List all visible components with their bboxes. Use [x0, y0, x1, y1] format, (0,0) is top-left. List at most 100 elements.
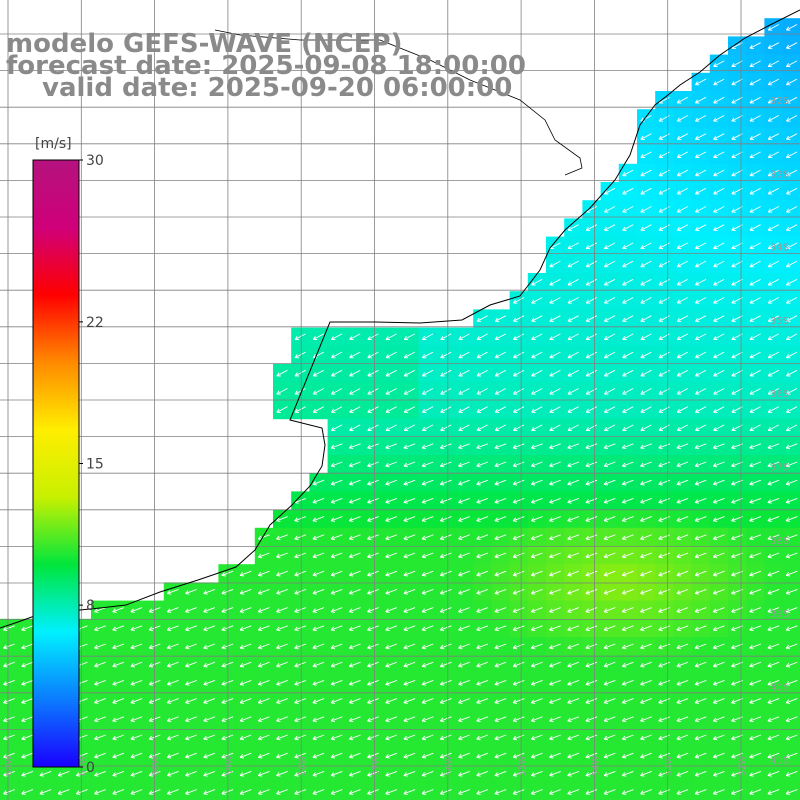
wind-arrow	[567, 625, 580, 632]
wind-arrow	[130, 734, 143, 741]
wind-arrow	[257, 643, 270, 650]
wind-arrow	[367, 351, 379, 359]
wind-arrow	[367, 734, 379, 741]
wind-arrow	[695, 297, 707, 304]
wind-arrow	[239, 698, 252, 704]
wind-arrow	[767, 315, 780, 322]
wind-arrow	[330, 679, 343, 686]
wind-arrow	[767, 734, 780, 741]
wind-arrow	[458, 607, 470, 613]
wind-arrow	[694, 770, 707, 777]
wind-arrow	[3, 752, 15, 759]
wind-arrow	[294, 534, 307, 541]
wind-arrow	[512, 679, 525, 686]
wind-arrow	[767, 643, 780, 650]
wind-arrow	[21, 698, 34, 704]
wind-arrow	[421, 497, 434, 504]
wind-arrow	[512, 461, 525, 468]
wind-arrow	[694, 443, 707, 450]
wind-arrow	[94, 679, 106, 686]
wind-arrow	[367, 643, 379, 650]
wind-arrow	[640, 679, 652, 686]
wind-arrow	[603, 716, 616, 723]
wind-arrow	[694, 497, 707, 504]
wind-arrow	[476, 369, 488, 377]
wind-arrow	[676, 698, 689, 704]
wind-arrow	[531, 351, 543, 359]
wind-arrow	[695, 333, 707, 341]
wind-arrow	[348, 497, 361, 504]
wind-arrow	[585, 661, 598, 668]
wind-arrow	[330, 789, 343, 795]
colorbar-scale	[32, 159, 80, 768]
wind-arrow	[567, 752, 580, 759]
wind-arrow	[603, 770, 616, 777]
wind-arrow	[694, 661, 707, 668]
wind-arrow	[786, 187, 798, 195]
wind-arrow	[348, 643, 361, 650]
wind-arrow	[604, 187, 616, 195]
wind-arrow	[421, 679, 434, 686]
wind-arrow	[439, 479, 452, 486]
wind-arrow	[494, 789, 507, 795]
wind-arrow	[767, 443, 780, 450]
wind-arrow	[767, 78, 780, 86]
wind-arrow	[458, 716, 470, 723]
wind-arrow	[749, 224, 761, 231]
wind-arrow	[749, 661, 762, 668]
wind-arrow	[330, 770, 343, 777]
wind-arrow	[549, 679, 561, 686]
wind-arrow	[239, 716, 252, 723]
wind-arrow	[786, 24, 798, 31]
wind-arrow	[785, 534, 798, 541]
wind-arrow	[330, 516, 343, 522]
wind-arrow	[567, 260, 579, 268]
wind-arrow	[585, 242, 598, 250]
wind-arrow	[476, 497, 489, 504]
wind-arrow	[567, 351, 579, 359]
wind-arrow	[421, 552, 434, 559]
wind-arrow	[494, 770, 507, 777]
wind-arrow	[330, 734, 343, 741]
wind-arrow	[604, 297, 616, 304]
wind-arrow	[130, 661, 143, 668]
colorbar-ticks: 0 8 15 22 30	[79, 153, 104, 776]
wind-arrow	[458, 679, 470, 686]
wind-arrow	[640, 206, 652, 213]
wind-arrow	[749, 333, 761, 341]
wind-arrow	[676, 461, 689, 468]
wind-arrow	[712, 516, 725, 522]
wind-arrow	[130, 679, 143, 686]
wind-arrow	[713, 96, 725, 104]
wind-arrow	[767, 242, 780, 250]
wind-arrow	[367, 369, 379, 377]
wind-arrow	[749, 406, 761, 413]
wind-arrow	[476, 643, 489, 650]
wind-arrow	[530, 552, 543, 559]
wind-arrow	[749, 752, 762, 759]
wind-arrow	[604, 333, 616, 341]
wind-arrow	[712, 625, 725, 632]
colorbar-tick-label: 8	[86, 598, 95, 614]
wind-arrow	[130, 716, 143, 723]
wind-arrow	[549, 278, 561, 286]
wind-arrow	[767, 60, 780, 68]
wind-arrow	[458, 424, 470, 432]
wind-arrow	[676, 625, 689, 632]
wind-arrow	[785, 716, 798, 723]
wind-arrow	[712, 461, 725, 468]
wind-arrows	[3, 24, 798, 795]
longitude-label: 59W	[225, 756, 235, 776]
wind-arrow	[585, 351, 598, 359]
wind-arrow	[294, 698, 307, 704]
wind-arrow	[385, 461, 398, 468]
wind-arrow	[621, 643, 634, 650]
wind-arrow	[640, 224, 652, 231]
wind-arrow	[549, 570, 561, 577]
wind-arrow	[603, 734, 616, 741]
wind-arrow	[676, 406, 689, 413]
wind-arrow	[403, 625, 416, 632]
wind-arrow	[476, 770, 489, 777]
wind-arrow	[203, 679, 216, 686]
